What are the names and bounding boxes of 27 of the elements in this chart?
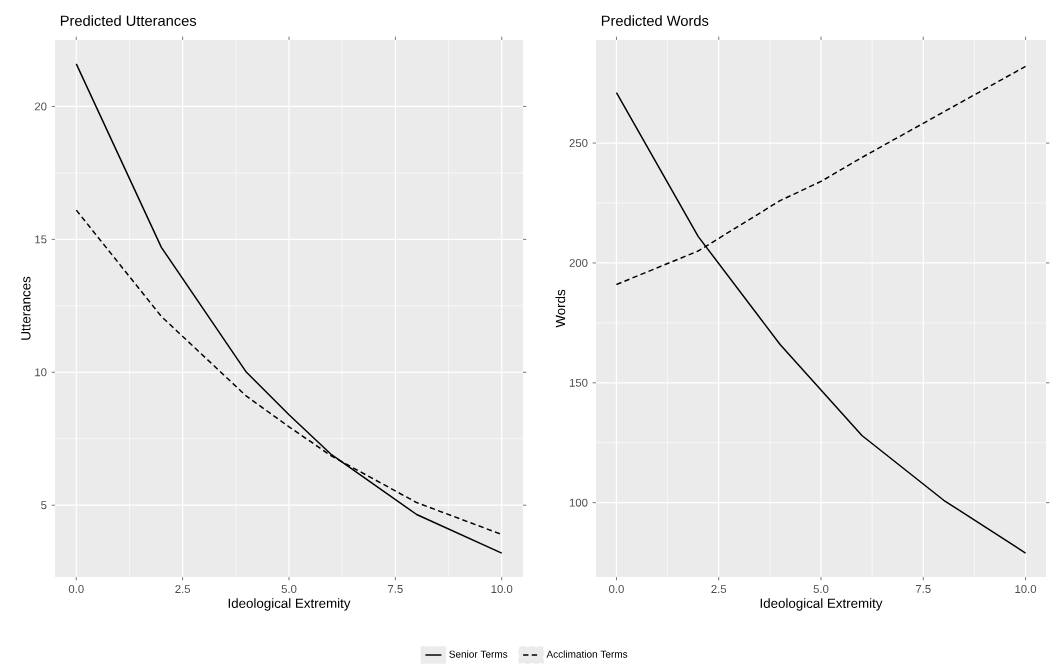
y-tick-label: 10 xyxy=(35,368,47,377)
x-axis-title: Ideological Extremity xyxy=(228,598,351,611)
y-tick-label: 20 xyxy=(34,102,47,111)
y-tick-label: 15 xyxy=(35,235,47,244)
line-series xyxy=(75,63,503,554)
x-tick-label: 2.5 xyxy=(711,585,727,594)
y-tick-label: 5 xyxy=(41,501,47,510)
chart-title: Predicted Utterances xyxy=(60,15,197,26)
x-tick-label: 0.0 xyxy=(68,585,84,594)
x-tick-label: 10.0 xyxy=(1015,585,1037,594)
x-tick-label: 0.0 xyxy=(609,585,624,594)
x-tick-label: 10.0 xyxy=(491,585,513,594)
x-tick-label: 7.5 xyxy=(915,585,931,593)
chart-title: Predicted Words xyxy=(601,15,709,26)
y-tick-label: 150 xyxy=(569,378,588,387)
x-tick-label: 5.0 xyxy=(813,585,829,594)
y-tick-label: 250 xyxy=(569,139,588,148)
x-tick-label: 5.0 xyxy=(281,585,297,594)
y-tick-label: 200 xyxy=(569,258,588,267)
legend-label: Acclimation Terms xyxy=(546,650,628,658)
legend-label: Senior Terms xyxy=(449,650,508,658)
y-axis-title: Words xyxy=(555,289,566,328)
x-tick-label: 2.5 xyxy=(175,585,191,594)
x-axis-title: Ideological Extremity xyxy=(760,598,883,611)
y-tick-label: 100 xyxy=(569,498,588,507)
x-tick-label: 7.5 xyxy=(388,585,403,593)
y-axis-title: Utterances xyxy=(21,276,31,340)
